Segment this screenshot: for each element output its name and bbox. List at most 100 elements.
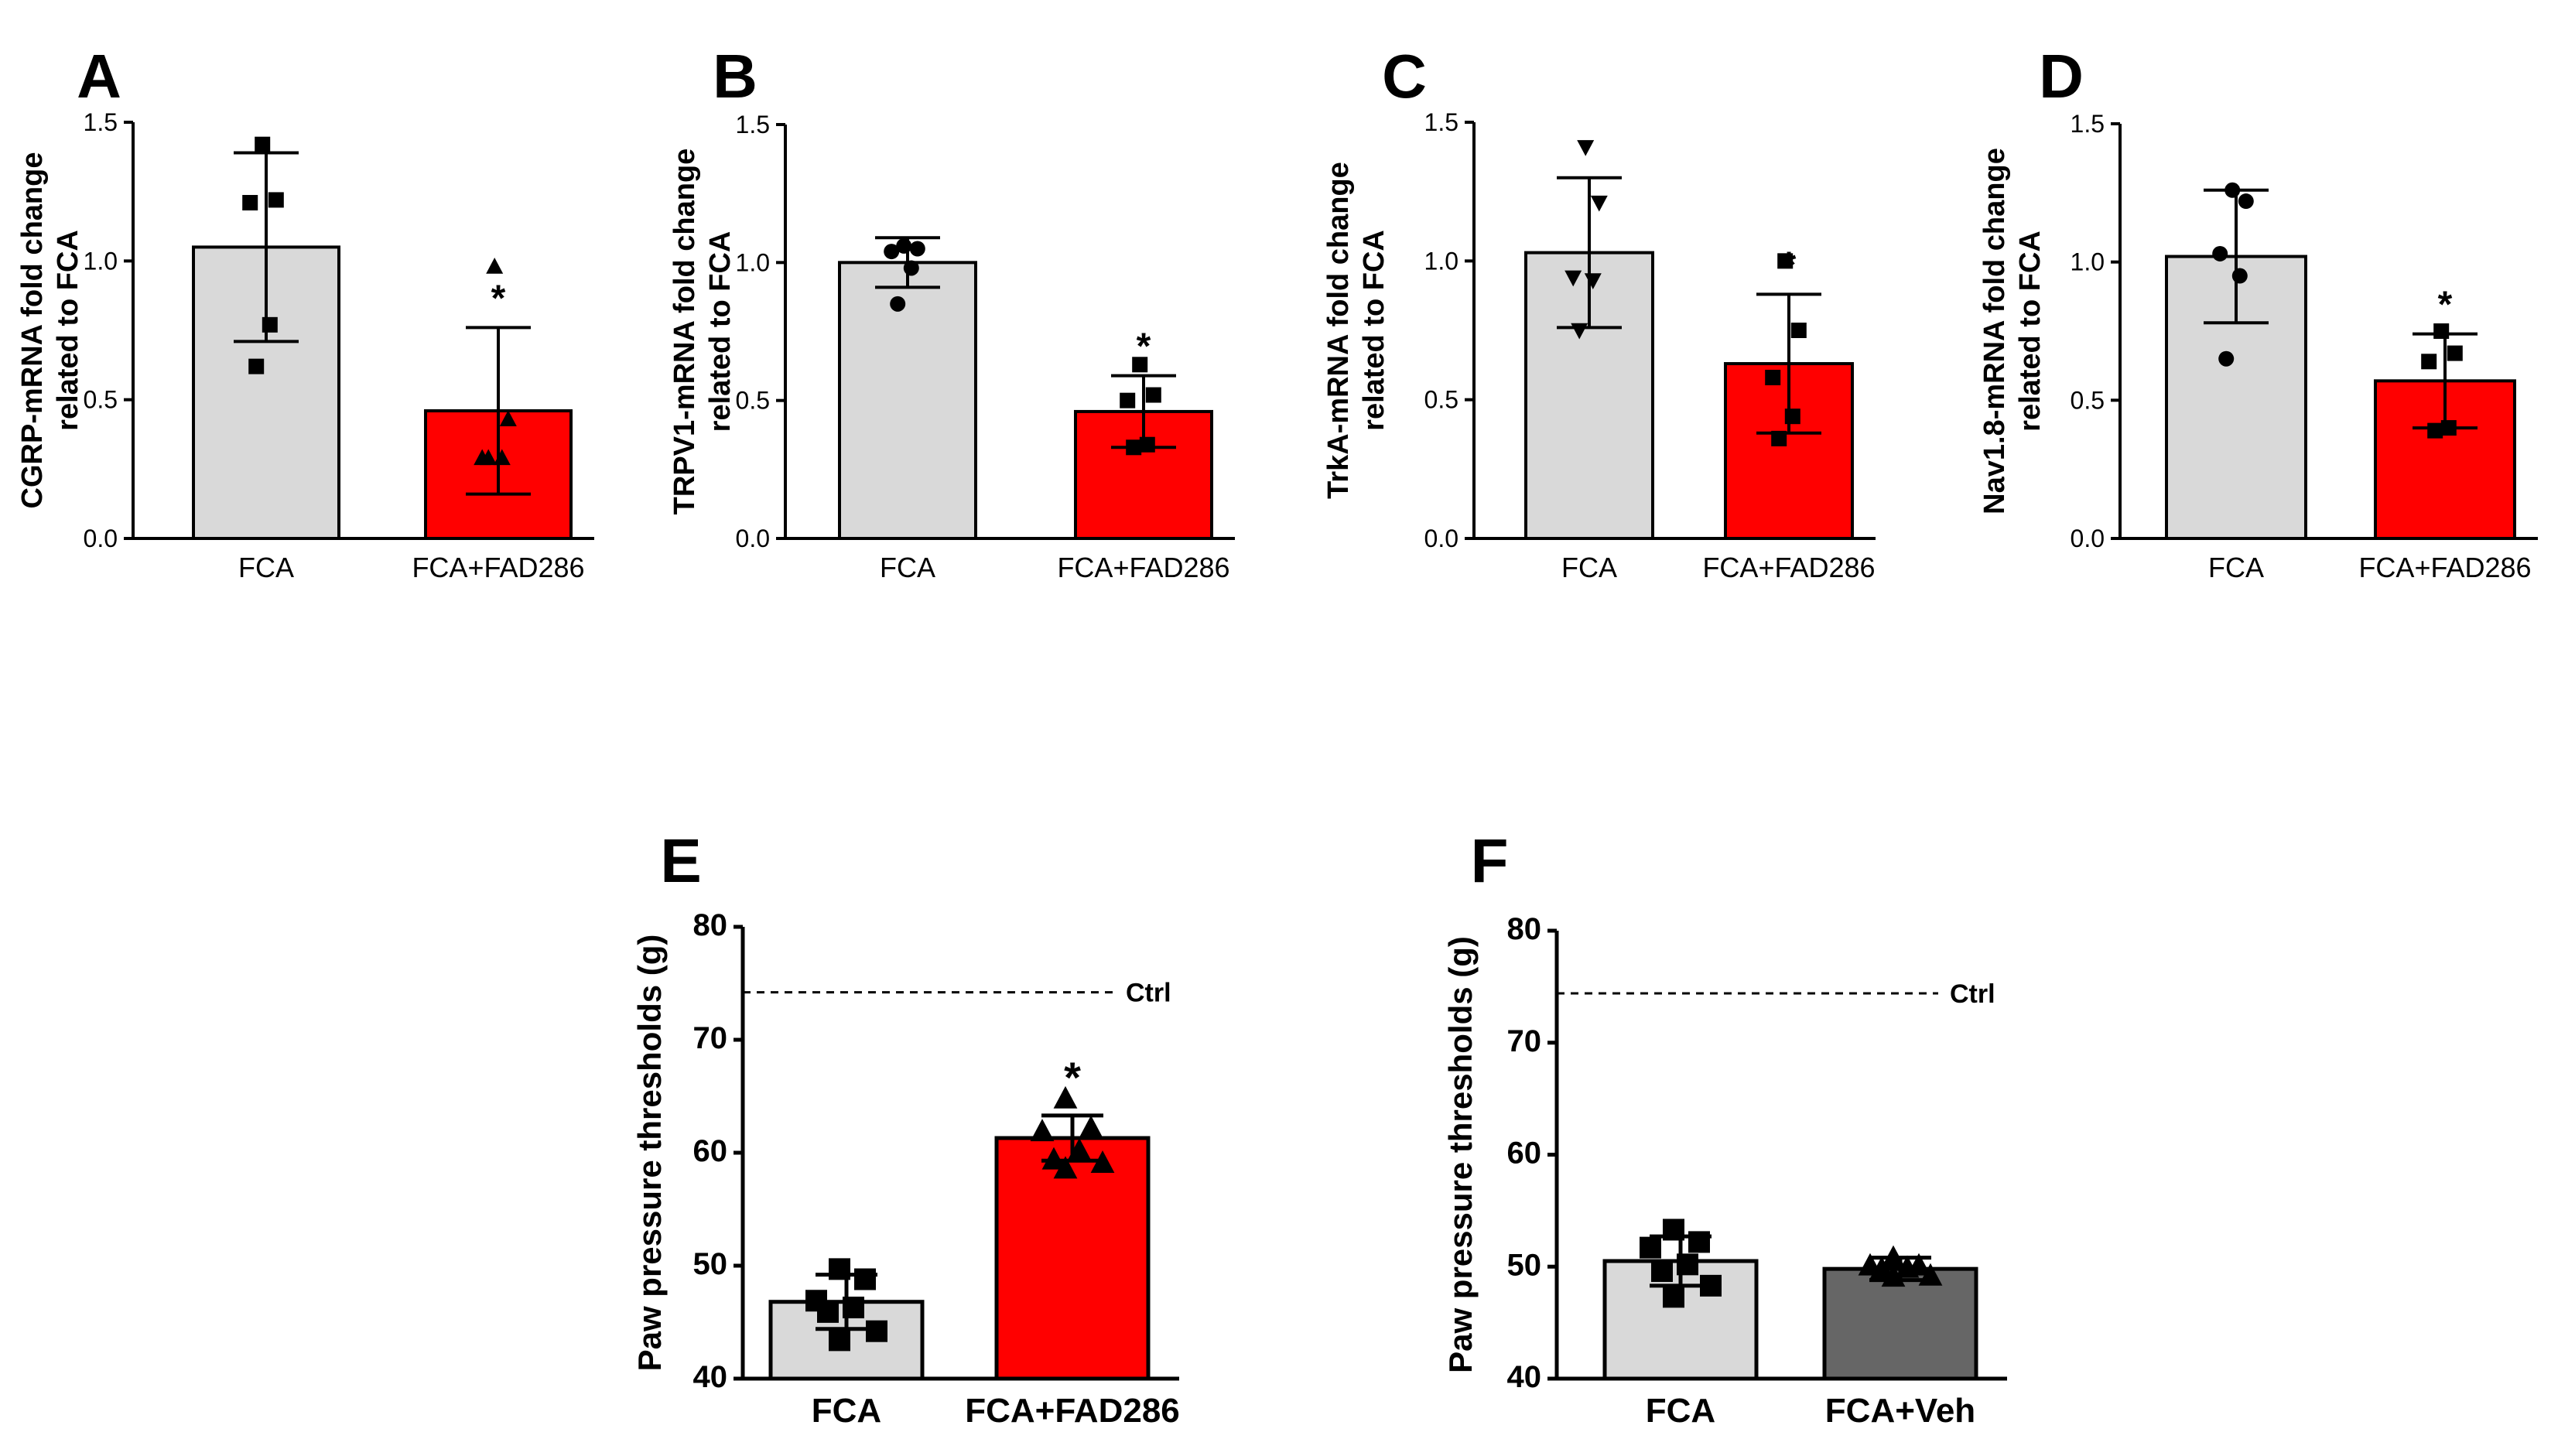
y-axis-title: Paw pressure thresholds (g) xyxy=(1442,936,1479,1373)
chart-panel-e: E Paw pressure thresholds (g) Ctrl FCA * FCA+… xyxy=(631,826,1180,1430)
significance-star: * xyxy=(1064,1053,1081,1102)
data-point xyxy=(1700,1274,1722,1297)
data-point xyxy=(1895,1255,1920,1278)
x-tick-label: FCA xyxy=(812,1392,881,1430)
bar-0 xyxy=(838,261,977,540)
data-point xyxy=(1132,357,1148,373)
data-point xyxy=(1577,140,1595,156)
y-tick-label: 0.0 xyxy=(736,525,770,552)
data-point xyxy=(248,358,265,374)
y-axis-title: TrkA-mRNA fold change related to FCA xyxy=(1322,162,1390,499)
y-tick-label: 1.5 xyxy=(2071,110,2105,138)
data-point xyxy=(1869,1256,1894,1280)
y-tick-label: 70 xyxy=(693,1021,728,1055)
data-point xyxy=(499,410,517,426)
y-tick-label: 60 xyxy=(1507,1136,1542,1171)
data-point xyxy=(829,1258,850,1280)
data-point xyxy=(262,316,278,333)
y-tick-label: 0.5 xyxy=(2071,386,2105,414)
data-point xyxy=(242,195,258,211)
chart-panel-d: D Nav1.8-mRNA fold change related to FCA FC… xyxy=(1978,42,2538,583)
data-point xyxy=(1777,253,1794,269)
data-point xyxy=(1041,1147,1066,1170)
data-point xyxy=(2231,268,2248,284)
x-tick-label: FCA xyxy=(1646,1392,1715,1430)
chart-panel-b: B TRPV1-mRNA fold change related to FCA FCA… xyxy=(669,42,1235,583)
y-axis-title-line: related to FCA xyxy=(2014,231,2047,432)
x-tick-label: FCA+FAD286 xyxy=(2358,552,2531,583)
data-point xyxy=(268,192,284,208)
data-point xyxy=(884,244,900,260)
data-point xyxy=(829,1329,850,1352)
data-point xyxy=(486,258,504,274)
y-axis-title-line: CGRP-mRNA fold change xyxy=(16,152,49,509)
data-point xyxy=(1771,430,1787,446)
data-point xyxy=(1677,1253,1698,1276)
data-point xyxy=(1053,1085,1078,1109)
x-tick-label: FCA xyxy=(880,552,935,583)
data-point xyxy=(255,136,271,152)
data-point xyxy=(1784,408,1800,425)
x-tick-label: FCA xyxy=(238,552,294,583)
data-point xyxy=(817,1300,839,1323)
data-point xyxy=(1918,1263,1943,1286)
data-point xyxy=(1120,392,1136,408)
data-point xyxy=(1126,439,1142,456)
significance-star: * xyxy=(491,278,506,319)
data-point xyxy=(1584,273,1602,289)
y-tick-label: 1.0 xyxy=(1424,247,1458,275)
data-point xyxy=(1881,1245,1906,1268)
data-point xyxy=(1663,1218,1684,1241)
y-tick-label: 60 xyxy=(693,1134,728,1168)
data-point xyxy=(1067,1137,1092,1160)
x-tick-label: FCA+FAD286 xyxy=(1057,552,1229,583)
y-axis-title-line: related to FCA xyxy=(52,230,84,431)
y-tick-label: 1.0 xyxy=(736,248,770,276)
x-tick-label: FCA xyxy=(1561,552,1617,583)
data-point xyxy=(2447,345,2463,361)
data-point xyxy=(890,296,906,312)
data-point xyxy=(493,449,511,466)
x-tick-label: FCA+FAD286 xyxy=(1702,552,1875,583)
data-point xyxy=(843,1297,864,1319)
data-point xyxy=(903,260,919,276)
y-axis-title-line: TrkA-mRNA fold change xyxy=(1322,162,1355,499)
significance-star: * xyxy=(1782,244,1797,285)
y-axis-title-line: related to FCA xyxy=(1358,230,1390,431)
x-tick-label: FCA+Veh xyxy=(1825,1392,1975,1430)
data-point xyxy=(1688,1231,1710,1253)
chart-panel-c: C TrkA-mRNA fold change related to FCA FCA *… xyxy=(1322,42,1876,583)
y-tick-label: 70 xyxy=(1507,1024,1542,1058)
data-point xyxy=(1881,1264,1906,1287)
data-point xyxy=(2421,354,2437,370)
data-point xyxy=(1590,195,1608,212)
y-axis-title-line: Paw pressure thresholds (g) xyxy=(1442,936,1479,1373)
y-tick-label: 1.0 xyxy=(84,247,118,275)
y-tick-label: 40 xyxy=(693,1360,728,1394)
x-tick-label: FCA+FAD286 xyxy=(412,552,584,583)
data-point xyxy=(2238,193,2254,210)
x-tick-label: FCA+FAD286 xyxy=(965,1392,1180,1430)
y-tick-label: 0.5 xyxy=(736,387,770,415)
y-tick-label: 80 xyxy=(693,908,728,942)
data-point xyxy=(866,1320,887,1342)
y-axis-title-line: Paw pressure thresholds (g) xyxy=(631,935,668,1372)
data-point xyxy=(2224,182,2241,198)
data-point xyxy=(1139,436,1155,453)
y-axis-title-line: Nav1.8-mRNA fold change xyxy=(1978,148,2011,514)
panel-letter: D xyxy=(2039,42,2084,111)
y-tick-label: 0.0 xyxy=(1424,525,1458,552)
data-point xyxy=(1030,1119,1055,1142)
ctrl-label: Ctrl xyxy=(1126,979,1171,1008)
ctrl-label: Ctrl xyxy=(1950,979,1995,1009)
y-axis-title: Nav1.8-mRNA fold change related to FCA xyxy=(1978,148,2047,514)
data-point xyxy=(1564,270,1582,287)
y-axis-title: Paw pressure thresholds (g) xyxy=(631,935,668,1372)
data-point xyxy=(1640,1236,1661,1259)
panel-letter: A xyxy=(77,42,121,111)
data-point xyxy=(1571,323,1588,340)
data-point xyxy=(1053,1156,1078,1179)
panel-letter: C xyxy=(1382,42,1427,111)
data-point xyxy=(1145,387,1161,403)
data-point xyxy=(2427,422,2443,439)
